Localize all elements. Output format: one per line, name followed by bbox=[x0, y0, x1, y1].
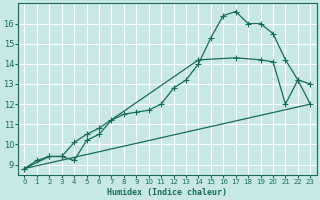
X-axis label: Humidex (Indice chaleur): Humidex (Indice chaleur) bbox=[108, 188, 228, 197]
